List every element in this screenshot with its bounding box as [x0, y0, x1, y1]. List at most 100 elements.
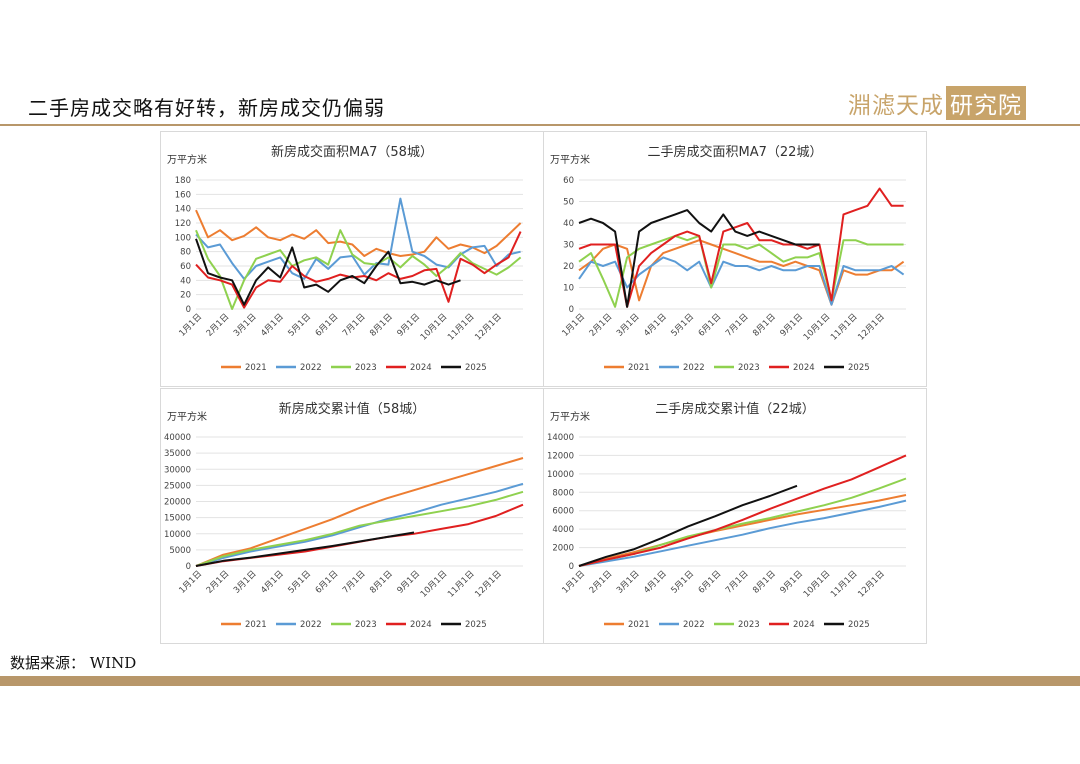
x-tick-label: 10月1日 — [419, 312, 450, 343]
series-line-2024 — [578, 454, 907, 567]
x-tick-label: 7月1日 — [341, 569, 368, 596]
legend-label: 2024 — [793, 363, 815, 373]
y-tick-label: 60 — [180, 262, 191, 272]
legend-label: 2021 — [628, 363, 650, 373]
legend-label: 2022 — [683, 363, 705, 373]
chart-panel-second-hand-cumulative: 二手房成交累计值（22城） 万平方米 0 2000 4000 6000 8000 10000 1… — [543, 388, 927, 644]
legend-label: 2023 — [738, 620, 760, 630]
legend-label: 2025 — [848, 620, 870, 630]
brand-logo: 淵滤天成 研究院 — [848, 86, 1026, 120]
legend-label: 2025 — [465, 363, 487, 373]
x-tick-label: 6月1日 — [314, 569, 341, 596]
y-tick-label: 40 — [563, 219, 574, 229]
x-tick-label: 6月1日 — [697, 569, 724, 596]
series-line-2021 — [195, 457, 524, 567]
x-tick-label: 9月1日 — [395, 312, 422, 339]
chart-panel-new-home-ma7: 新房成交面积MA7（58城） 万平方米 0 20 40 60 80 100 120 140 160 1… — [160, 131, 544, 387]
bottom-bar — [0, 676, 1080, 686]
y-tick-label: 6000 — [552, 507, 574, 517]
chart-new-home-area-ma7: 新房成交面积MA7（58城） 万平方米 0 20 40 60 80 100 120 140 160 1… — [167, 144, 523, 373]
y-tick-label: 10000 — [547, 470, 574, 480]
legend-label: 2021 — [245, 363, 267, 373]
series-line-2023 — [195, 229, 522, 310]
legend-label: 2021 — [628, 620, 650, 630]
series-line-2023 — [578, 234, 904, 308]
x-tick-label: 8月1日 — [751, 569, 778, 596]
legend-label: 2023 — [355, 620, 377, 630]
legend-label: 2023 — [355, 363, 377, 373]
legend-label: 2025 — [465, 620, 487, 630]
x-tick-label: 5月1日 — [669, 312, 696, 339]
x-tick-label: 11月1日 — [829, 569, 860, 600]
top-divider — [0, 124, 1080, 126]
series-line-2024 — [195, 231, 522, 309]
y-tick-label: 20 — [180, 291, 191, 301]
y-tick-label: 14000 — [547, 433, 574, 443]
x-tick-label: 9月1日 — [778, 569, 805, 596]
x-tick-label: 4月1日 — [259, 569, 286, 596]
series-line-2022 — [578, 256, 905, 306]
x-tick-label: 12月1日 — [856, 569, 887, 600]
x-tick-label: 3月1日 — [232, 312, 259, 339]
x-tick-label: 10月1日 — [802, 569, 833, 600]
x-tick-label: 6月1日 — [697, 312, 724, 339]
y-tick-label: 5000 — [169, 546, 191, 556]
x-tick-label: 10月1日 — [802, 312, 833, 343]
legend-label: 2025 — [848, 363, 870, 373]
series-line-2022 — [195, 197, 521, 280]
x-tick-label: 11月1日 — [829, 312, 860, 343]
x-tick-label: 5月1日 — [286, 312, 313, 339]
x-tick-label: 9月1日 — [395, 569, 422, 596]
y-tick-label: 0 — [186, 305, 191, 315]
y-tick-label: 0 — [186, 562, 191, 572]
y-tick-label: 80 — [180, 248, 191, 258]
series-line-2025 — [195, 531, 415, 567]
x-tick-label: 2月1日 — [205, 569, 232, 596]
y-tick-label: 40 — [180, 276, 191, 286]
legend-label: 2022 — [300, 363, 322, 373]
page-title: 二手房成交略有好转，新房成交仍偏弱 — [28, 96, 385, 120]
y-tick-label: 0 — [569, 562, 574, 572]
legend-label: 2024 — [793, 620, 815, 630]
y-tick-label: 12000 — [547, 451, 574, 461]
y-tick-label: 30 — [563, 241, 574, 251]
series-line-2021 — [195, 209, 522, 257]
legend-label: 2024 — [410, 363, 432, 373]
x-tick-label: 5月1日 — [669, 569, 696, 596]
x-tick-label: 4月1日 — [259, 312, 286, 339]
x-tick-label: 7月1日 — [724, 312, 751, 339]
x-tick-label: 2月1日 — [588, 569, 615, 596]
y-tick-label: 25000 — [164, 481, 191, 491]
x-tick-label: 10月1日 — [419, 569, 450, 600]
x-tick-label: 8月1日 — [751, 312, 778, 339]
x-tick-label: 8月1日 — [368, 569, 395, 596]
series-line-2025 — [195, 238, 461, 306]
y-tick-label: 10 — [563, 284, 574, 294]
series-line-2025 — [578, 209, 820, 308]
series-line-2025 — [578, 484, 798, 567]
x-tick-label: 6月1日 — [314, 312, 341, 339]
x-tick-label: 11月1日 — [446, 312, 477, 343]
chart-panel-new-home-cumulative: 新房成交累计值（58城） 万平方米 0 5000 10000 15000 20000 2500… — [160, 388, 544, 644]
series-line-2022 — [578, 499, 907, 567]
legend-label: 2022 — [300, 620, 322, 630]
x-tick-label: 1月1日 — [177, 569, 204, 596]
x-tick-label: 7月1日 — [724, 569, 751, 596]
unit-label: 万平方米 — [550, 153, 590, 166]
series-line-2023 — [195, 490, 524, 567]
x-tick-label: 2月1日 — [205, 312, 232, 339]
y-tick-label: 20000 — [164, 498, 191, 508]
y-tick-label: 0 — [569, 305, 574, 315]
x-tick-label: 3月1日 — [232, 569, 259, 596]
series-line-2024 — [195, 503, 524, 567]
x-tick-label: 1月1日 — [177, 312, 204, 339]
x-tick-label: 1月1日 — [560, 569, 587, 596]
x-tick-label: 12月1日 — [473, 569, 504, 600]
legend-label: 2021 — [245, 620, 267, 630]
y-tick-label: 30000 — [164, 465, 191, 475]
y-tick-label: 10000 — [164, 530, 191, 540]
y-tick-label: 100 — [175, 233, 191, 243]
y-tick-label: 4000 — [552, 525, 574, 535]
chart-new-home-cumulative: 新房成交累计值（58城） 万平方米 0 5000 10000 15000 20000 2500… — [164, 401, 524, 630]
logo-box-text: 研究院 — [946, 86, 1026, 120]
